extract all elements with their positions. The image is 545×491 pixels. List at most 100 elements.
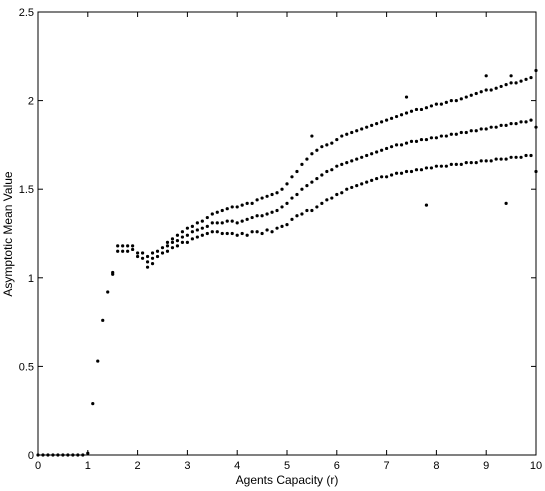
y-tick-label: 1: [28, 273, 34, 285]
data-point: [285, 223, 289, 227]
data-point: [240, 203, 244, 207]
data-point: [330, 168, 334, 172]
data-point: [414, 107, 419, 112]
data-point: [424, 166, 429, 170]
data-point: [190, 224, 194, 229]
data-point: [255, 214, 259, 218]
data-point: [424, 203, 429, 207]
data-point: [330, 196, 334, 200]
data-point: [499, 157, 503, 161]
data-point: [534, 169, 538, 174]
data-point: [464, 130, 468, 135]
x-tick-label: 4: [234, 460, 240, 472]
data-point: [325, 169, 329, 174]
y-axis-label: Asymptotic Mean Value: [1, 171, 15, 296]
data-point: [300, 187, 304, 191]
data-point: [345, 132, 349, 136]
data-point: [360, 127, 364, 131]
data-point: [340, 162, 344, 166]
data-point: [81, 453, 85, 457]
data-point: [190, 237, 194, 241]
data-point: [509, 74, 513, 78]
data-point: [295, 169, 299, 174]
data-point: [370, 152, 374, 156]
data-point: [41, 453, 45, 457]
data-point: [131, 247, 135, 252]
data-point: [270, 192, 274, 197]
data-point: [195, 221, 199, 225]
data-point: [195, 235, 199, 239]
data-point: [419, 107, 424, 112]
data-point: [424, 137, 429, 142]
data-point: [380, 175, 384, 179]
data-point: [479, 159, 483, 163]
data-point: [534, 125, 538, 129]
data-point: [160, 251, 165, 255]
data-point: [155, 254, 160, 259]
data-point: [389, 145, 394, 149]
data-point: [434, 136, 438, 140]
data-point: [185, 226, 189, 230]
data-point: [439, 102, 443, 106]
data-point: [305, 157, 309, 161]
data-point: [424, 106, 429, 110]
data-point: [185, 240, 189, 244]
data-point: [474, 161, 478, 165]
data-point: [285, 182, 289, 186]
y-tick-label: 1.5: [19, 184, 34, 196]
data-point: [315, 148, 319, 152]
data-point: [265, 212, 269, 216]
data-point: [170, 246, 175, 250]
data-point: [449, 162, 453, 166]
data-point: [360, 155, 364, 159]
data-point: [111, 270, 115, 275]
data-point: [370, 178, 374, 182]
data-point: [335, 192, 339, 197]
data-point: [534, 68, 538, 73]
data-point: [235, 221, 239, 225]
x-tick-label: 2: [135, 460, 141, 472]
data-point: [434, 102, 438, 106]
data-point: [310, 134, 314, 138]
data-point: [126, 249, 130, 253]
data-point: [474, 91, 478, 96]
data-point: [350, 130, 354, 135]
data-point: [180, 230, 185, 234]
data-point: [404, 169, 409, 174]
data-point: [385, 146, 389, 151]
data-point: [524, 77, 528, 81]
data-point: [414, 168, 419, 172]
data-point: [519, 120, 523, 124]
data-point: [96, 359, 100, 363]
data-point: [230, 205, 234, 209]
data-point: [175, 233, 180, 237]
data-point: [489, 88, 493, 92]
data-point: [155, 249, 160, 253]
data-point: [260, 231, 264, 236]
data-point: [215, 221, 219, 225]
data-point: [489, 159, 493, 163]
data-point: [419, 168, 424, 172]
data-point: [305, 184, 309, 188]
data-point: [185, 233, 189, 237]
data-point: [145, 265, 150, 269]
data-point: [524, 153, 528, 158]
data-point: [320, 145, 324, 149]
data-point: [449, 132, 453, 136]
data-point: [200, 233, 204, 237]
data-point: [300, 212, 304, 216]
data-point: [399, 171, 404, 175]
y-tick-label: 0: [28, 450, 34, 462]
data-point: [180, 235, 185, 239]
data-point: [275, 226, 279, 230]
y-tick-label: 0.5: [19, 361, 34, 373]
data-point: [340, 134, 344, 138]
data-point: [265, 194, 269, 198]
data-point: [225, 219, 229, 223]
x-tick-label: 9: [483, 460, 489, 472]
data-point: [330, 141, 334, 145]
data-point: [484, 74, 488, 78]
data-point: [389, 116, 394, 120]
data-point: [131, 244, 135, 248]
data-point: [56, 453, 60, 457]
